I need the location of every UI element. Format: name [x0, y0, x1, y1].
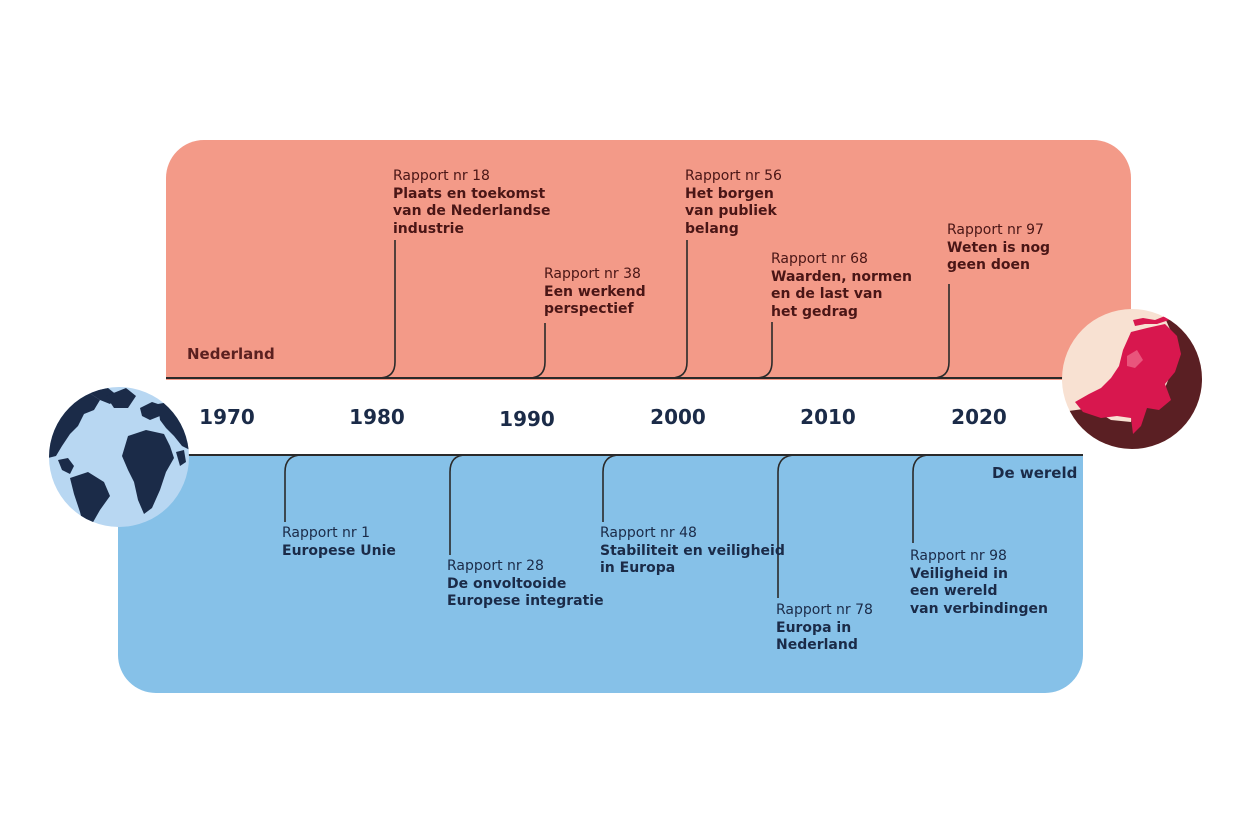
region-label-wereld: De wereld	[992, 464, 1078, 482]
connector-nl-68	[755, 322, 773, 379]
year-2010: 2010	[800, 405, 856, 429]
report-wereld-48: Rapport nr 48 Stabiliteit en veiligheid …	[600, 525, 785, 578]
year-1970: 1970	[199, 405, 255, 429]
report-title: De onvoltooide Europese integratie	[447, 575, 604, 610]
report-title: Weten is nog geen doen	[947, 239, 1051, 274]
report-number: Rapport nr 18	[393, 168, 490, 184]
report-nl-18: Rapport nr 18 Plaats en toekomst van de …	[393, 168, 551, 238]
report-number: Rapport nr 1	[282, 525, 371, 541]
report-wereld-78: Rapport nr 78 Europa in Nederland	[776, 602, 873, 655]
report-title: Plaats en toekomst van de Nederlandse in…	[393, 185, 551, 237]
year-2020: 2020	[951, 405, 1007, 429]
netherlands-map-icon	[1062, 309, 1202, 449]
report-wereld-98: Rapport nr 98 Veiligheid in een wereld v…	[910, 548, 1048, 618]
report-wereld-1: Rapport nr 1 Europese Unie	[282, 525, 396, 560]
nederland-panel	[166, 140, 1131, 380]
region-label-nederland: Nederland	[187, 345, 275, 363]
report-title: Veiligheid in een wereld van verbindinge…	[910, 565, 1048, 617]
nederland-baseline	[166, 377, 1131, 379]
report-title: Europa in Nederland	[776, 619, 858, 654]
connector-wereld-28	[449, 454, 467, 555]
report-number: Rapport nr 28	[447, 558, 544, 574]
wereld-baseline	[118, 454, 1083, 456]
report-number: Rapport nr 48	[600, 525, 697, 541]
year-1980: 1980	[349, 405, 405, 429]
report-nl-56: Rapport nr 56 Het borgen van publiek bel…	[685, 168, 782, 238]
report-number: Rapport nr 78	[776, 602, 873, 618]
report-number: Rapport nr 68	[771, 251, 868, 267]
report-nl-38: Rapport nr 38 Een werkend perspectief	[544, 266, 646, 319]
connector-wereld-98	[912, 454, 931, 543]
report-title: Stabiliteit en veiligheid in Europa	[600, 542, 785, 577]
report-number: Rapport nr 38	[544, 266, 641, 282]
report-nl-97: Rapport nr 97 Weten is nog geen doen	[947, 222, 1050, 275]
report-title: Waarden, normen en de last van het gedra…	[771, 268, 912, 320]
report-nl-68: Rapport nr 68 Waarden, normen en de last…	[771, 251, 912, 321]
wereld-panel	[118, 454, 1083, 693]
connector-wereld-1	[284, 454, 303, 522]
connector-nl-18	[378, 240, 396, 379]
report-wereld-28: Rapport nr 28 De onvoltooide Europese in…	[447, 558, 604, 611]
report-title: Het borgen van publiek belang	[685, 185, 777, 237]
report-title: Europese Unie	[282, 542, 396, 559]
report-title: Een werkend perspectief	[544, 283, 646, 318]
report-number: Rapport nr 97	[947, 222, 1044, 238]
world-globe-icon	[49, 387, 189, 527]
year-1990: 1990	[499, 407, 555, 431]
year-2000: 2000	[650, 405, 706, 429]
connector-nl-38	[528, 323, 546, 379]
connector-nl-56	[670, 240, 688, 379]
report-number: Rapport nr 98	[910, 548, 1007, 564]
report-number: Rapport nr 56	[685, 168, 782, 184]
connector-wereld-78	[777, 454, 797, 598]
connector-wereld-48	[602, 454, 621, 522]
connector-nl-97	[932, 284, 950, 379]
